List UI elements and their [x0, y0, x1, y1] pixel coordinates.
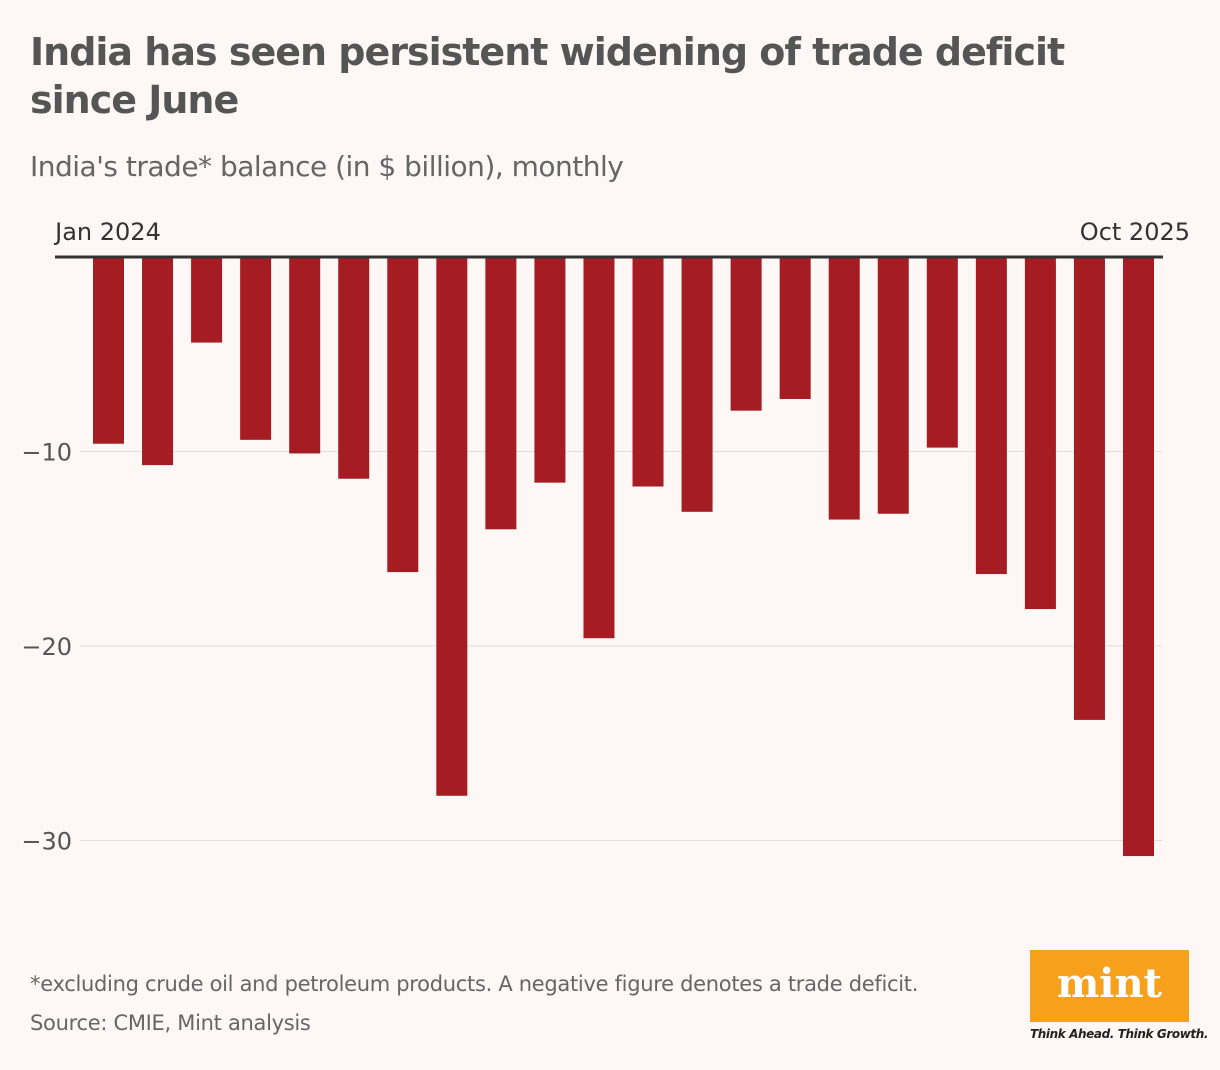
- bar-mar-2024: [191, 257, 223, 343]
- bar-aug-2024: [436, 257, 468, 796]
- bar-sep-2024: [485, 257, 517, 530]
- bar-dec-2024: [632, 257, 664, 487]
- bar-jun-2024: [338, 257, 370, 479]
- chart-subtitle: India's trade* balance (in $ billion), m…: [30, 150, 624, 183]
- bar-may-2025: [877, 257, 909, 514]
- source-note: Source: CMIE, Mint analysis: [30, 1011, 311, 1035]
- bar-mar-2025: [779, 257, 811, 399]
- x-tick-label: Oct 2025: [1080, 218, 1190, 246]
- y-tick-label: −30: [21, 828, 72, 856]
- bar-jul-2025: [975, 257, 1007, 575]
- bar-jan-2024: [93, 257, 124, 444]
- y-tick-label: −20: [21, 633, 72, 661]
- bar-sep-2025: [1073, 257, 1105, 720]
- bar-jun-2025: [926, 257, 958, 448]
- chart-title: India has seen persistent widening of tr…: [30, 30, 1065, 122]
- bar-oct-2025: [1123, 257, 1154, 857]
- y-tick-label: −10: [21, 439, 72, 467]
- bar-feb-2024: [142, 257, 174, 466]
- bar-jul-2024: [387, 257, 419, 573]
- mint-logo: mint: [1030, 950, 1189, 1022]
- bar-aug-2025: [1024, 257, 1056, 610]
- bar-oct-2024: [534, 257, 566, 483]
- x-tick-label: Jan 2024: [53, 218, 161, 246]
- logo-tagline: Think Ahead. Think Growth.: [1030, 1027, 1209, 1041]
- bar-nov-2024: [583, 257, 615, 639]
- footnote: *excluding crude oil and petroleum produ…: [30, 972, 919, 996]
- bar-apr-2025: [828, 257, 860, 520]
- bar-apr-2024: [240, 257, 272, 440]
- bar-jan-2025: [681, 257, 713, 512]
- bar-may-2024: [289, 257, 321, 454]
- bar-feb-2025: [730, 257, 762, 411]
